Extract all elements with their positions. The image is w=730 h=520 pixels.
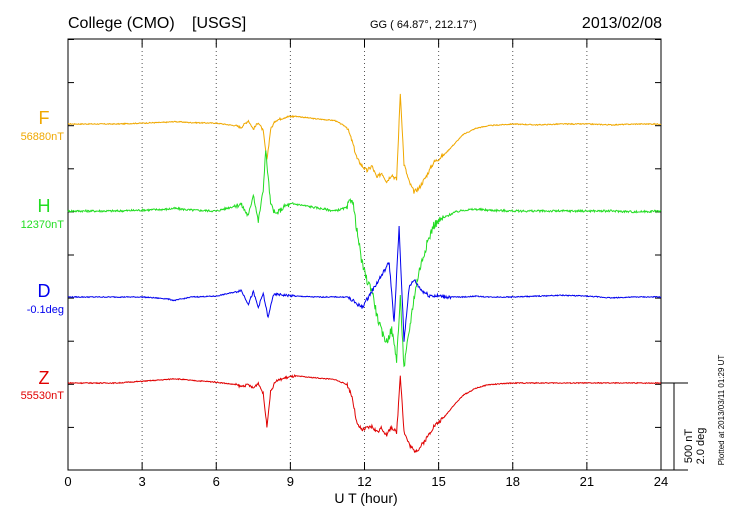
x-tick-label-3: 3 [139,474,146,489]
date-label: 2013/02/08 [582,15,662,32]
plotted-timestamp: Plotted at 2013/03/11 01:29 UT [717,355,726,466]
series-baseline-z: 55530nT [21,390,65,402]
series-line-d [67,225,662,342]
y-tick-marks [68,39,661,428]
scale-deg-label: 2.0 deg [695,428,707,465]
x-tick-label-18: 18 [506,474,520,489]
series-baseline-d: -0.1deg [27,304,64,316]
x-axis-label: U T (hour) [334,490,397,506]
x-tick-label-12: 12 [357,474,371,489]
series-name-z: Z [39,368,50,388]
scale-nt-label: 500 nT [683,429,695,464]
coordinates-label: GG ( 64.87°, 212.17°) [370,19,477,31]
x-tick-label-0: 0 [64,474,71,489]
series-labels: F 56880nT H 12370nT D -0.1deg Z 55530nT [21,108,65,402]
scale-bar: 500 nT 2.0 deg [661,382,707,471]
station-title: College (CMO) [68,15,175,32]
x-tick-label-21: 21 [580,474,594,489]
series-baseline-f: 56880nT [21,131,65,143]
x-axis: 0 3 6 9 12 15 18 21 24 [64,39,668,489]
series-name-h: H [38,196,51,216]
x-tick-label-24: 24 [654,474,668,489]
grid-lines [141,39,588,470]
x-tick-label-6: 6 [213,474,220,489]
x-tick-label-9: 9 [287,474,294,489]
series-line-z [67,373,662,454]
series-name-f: F [39,108,50,128]
series-line-h [67,150,662,368]
x-tick-label-15: 15 [431,474,445,489]
series-name-d: D [38,281,51,301]
network-label: [USGS] [192,15,246,32]
series-group [67,93,662,454]
series-baseline-h: 12370nT [21,219,65,231]
series-line-f [68,93,662,194]
